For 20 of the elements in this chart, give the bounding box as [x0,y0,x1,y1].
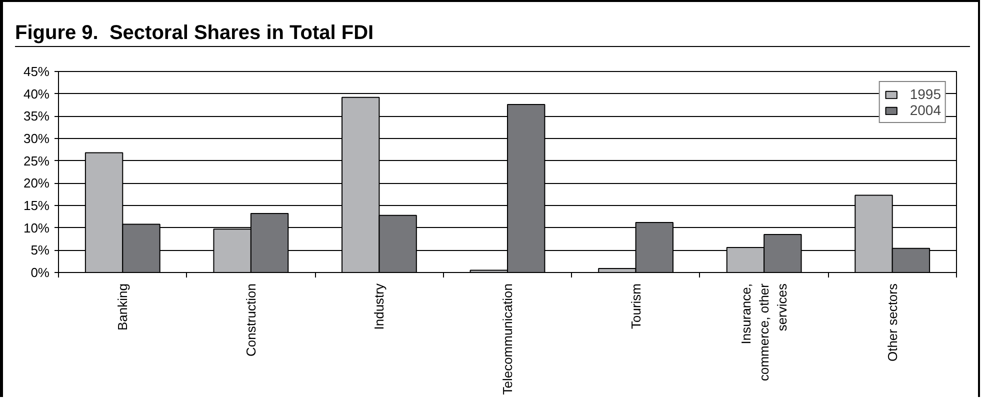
legend-label: 2004 [910,102,941,118]
y-tick-label: 0% [30,265,50,280]
chart-title: Figure 9. Sectoral Shares in Total FDI [15,21,374,46]
y-tick-label: 5% [30,242,50,258]
y-tick-label: 45% [23,64,50,79]
x-tick-label: Other sectors [884,283,900,362]
y-tick-label: 15% [23,198,50,213]
y-tick-label: 35% [23,108,50,124]
y-tick-label: 20% [23,176,50,191]
y-tick-label: 40% [23,86,50,102]
legend-label: 1995 [910,86,941,102]
y-tick-label: 25% [23,153,50,168]
x-tick-label: Construction [243,283,258,356]
y-tick-label: 10% [23,220,50,236]
x-tick-label: Industry [372,283,387,330]
x-tick-label: Banking [115,283,130,330]
y-tick-label: 30% [23,131,50,146]
x-tick-label: Insurance, commerce, other services [738,282,790,382]
x-tick-label: Telecommunication [500,283,515,395]
x-tick-label: Tourism [628,283,644,330]
